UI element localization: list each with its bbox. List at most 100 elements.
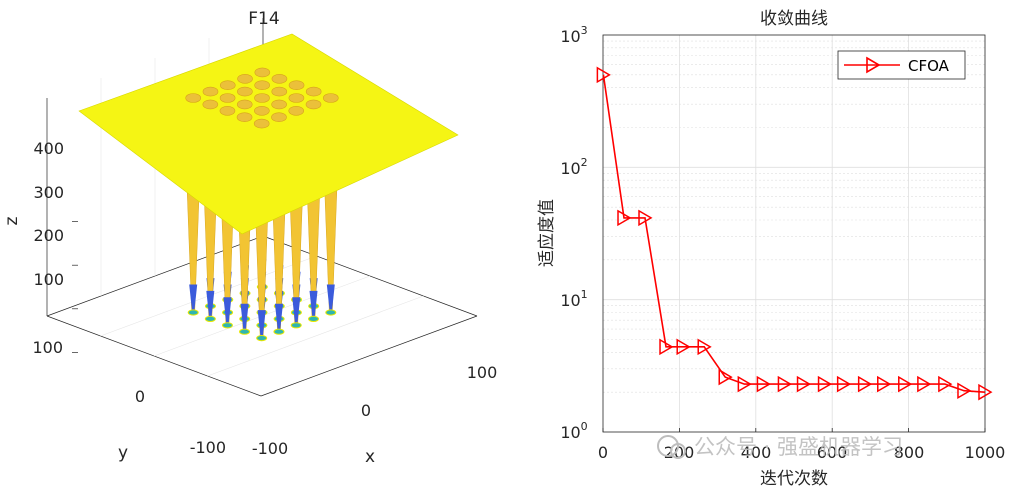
minimum-well-floor: [290, 322, 302, 329]
surface-well: [305, 99, 322, 110]
z-axis: 400 300 200 100 z: [2, 139, 64, 289]
y-axis: 100 101 102 103 适应度值: [537, 24, 588, 442]
y-tick-label: -100: [190, 438, 226, 457]
x-tick-label: 600: [817, 443, 848, 462]
cfoa-marker: [756, 375, 771, 393]
plot-frame: [602, 34, 986, 433]
y-tick-label: 100: [32, 338, 63, 357]
spike-tip: [223, 297, 232, 326]
spike-tip: [326, 284, 335, 313]
surface-well: [202, 99, 219, 110]
surface-well: [236, 112, 253, 122]
convergence-title: 收敛曲线: [760, 9, 828, 29]
legend-label: CFOA: [908, 57, 950, 75]
cfoa-marker: [898, 375, 913, 393]
surface-well: [288, 93, 305, 103]
cfoa-marker: [978, 383, 993, 401]
cfoa-marker: [817, 375, 833, 393]
surface-title: F14: [248, 9, 279, 29]
minimum-well-floor: [325, 309, 337, 316]
spike-tip: [257, 310, 266, 339]
cfoa-marker: [596, 66, 611, 84]
minimum-well-floor: [308, 315, 320, 323]
z-tick-label: 200: [33, 226, 64, 245]
cfoa-marker: [796, 375, 812, 393]
grid-line-3d: [207, 295, 424, 377]
spike-tip: [189, 284, 198, 313]
minimum-well-floor: [256, 335, 268, 342]
legend-marker: [866, 56, 881, 74]
surface-well: [237, 86, 253, 97]
minimum-well-floor: [204, 315, 216, 323]
spike-tip: [240, 303, 249, 332]
watermark: 公众号 · 强盛机器学习: [657, 435, 903, 459]
wechat-icon: [657, 435, 679, 457]
surface-well: [305, 86, 322, 97]
surface-well: [254, 93, 270, 103]
wechat-icon-bubble: [670, 443, 686, 459]
x-tick-label: 0: [361, 401, 371, 420]
y-tick-label: 101: [560, 288, 587, 310]
surface-wells: [185, 67, 339, 129]
surface-well: [254, 106, 270, 116]
surface-well: [219, 80, 236, 90]
surface-well: [202, 86, 219, 97]
cfoa-marker: [676, 338, 691, 356]
x-tick-label: 0: [598, 443, 608, 462]
x-tick-label: -100: [252, 439, 288, 458]
surface-well: [322, 93, 339, 103]
cfoa-marker: [659, 338, 674, 356]
x-tick-label: 200: [664, 443, 695, 462]
surface-well: [219, 93, 236, 103]
surface-well: [185, 93, 201, 103]
y-tick-label: 100: [560, 420, 587, 442]
x-tick-label: 800: [894, 443, 925, 462]
x-axis-label: x: [365, 447, 375, 467]
cfoa-marker: [638, 209, 653, 227]
surface-well: [254, 80, 270, 90]
surface-well: [271, 74, 288, 84]
surface-well: [271, 86, 288, 97]
x-axis-label: 迭代次数: [760, 469, 828, 489]
x-axis: 0 200 400 600 800 1000 迭代次数: [598, 443, 1005, 489]
z-tick-label: 300: [33, 183, 64, 202]
minimum-well-floor: [187, 309, 199, 316]
minimum-well-floor: [221, 322, 233, 329]
surface-well: [254, 67, 271, 78]
spike-tip: [274, 303, 283, 332]
surface-well: [236, 99, 253, 110]
cfoa-marker: [697, 338, 712, 356]
cfoa-marker: [877, 375, 892, 393]
x-axis-3d: -100 0 100 x: [252, 363, 497, 467]
cfoa-marker: [777, 375, 792, 393]
cfoa-marker: [938, 375, 953, 393]
cfoa-marker: [917, 375, 932, 393]
cfoa-series: [596, 66, 993, 401]
convergence-plot: 收敛曲线 0 200 400 600 800 1000 迭代次数 100 101…: [537, 9, 1005, 489]
spike-tip: [292, 297, 301, 326]
y-axis-3d: 100 0 -100 y: [32, 338, 226, 463]
surface-plot: F14 400 300 200 100 z 100 0 -100 y -100 …: [2, 9, 497, 467]
x-tick-label: 400: [741, 443, 772, 462]
cfoa-marker: [836, 375, 852, 393]
cfoa-line: [602, 74, 986, 393]
cfoa-marker: [617, 209, 632, 227]
z-axis-label: z: [2, 216, 22, 225]
surface-well: [219, 106, 236, 116]
surface-well: [288, 106, 305, 116]
z-tick-label: 100: [33, 270, 64, 289]
cfoa-marker: [957, 382, 972, 400]
axis-edge: [260, 315, 478, 397]
cfoa-marker: [737, 375, 752, 393]
surface-well: [288, 80, 305, 90]
minimum-well-floor: [273, 328, 285, 335]
cfoa-marker: [857, 375, 873, 393]
minimum-well-floor: [239, 328, 251, 335]
surface-well: [237, 74, 253, 84]
y-tick-label: 103: [560, 24, 587, 46]
z-tick-label: 400: [33, 139, 64, 158]
x-tick-label: 100: [467, 363, 498, 382]
y-tick-label: 0: [135, 387, 145, 406]
cfoa-marker: [718, 368, 733, 386]
